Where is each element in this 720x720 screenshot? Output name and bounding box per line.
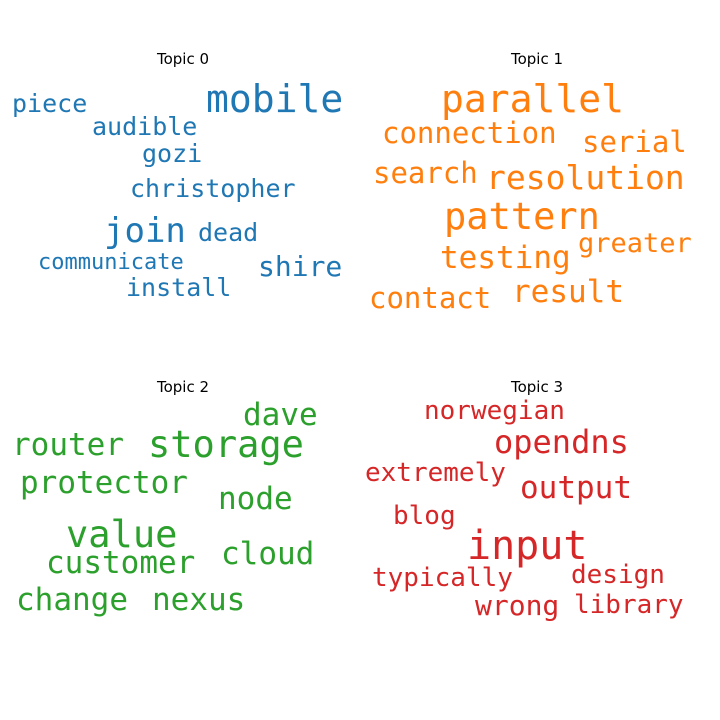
word-pattern: pattern [444, 195, 600, 238]
word-serial: serial [582, 125, 687, 159]
panel-title: Topic 0 [156, 50, 210, 68]
word-extremely: extremely [365, 458, 506, 488]
word-value: value [66, 513, 178, 556]
word-audible: audible [92, 112, 198, 141]
word-join: join [104, 211, 186, 251]
topic-0-panel: Topic 0 piece mobile audible gozi christophe… [8, 44, 358, 374]
word-christopher: christopher [130, 174, 296, 203]
word-communicate: communicate [38, 250, 184, 275]
topic-2-panel: Topic 2 dave router storage protector node va… [8, 372, 358, 702]
word-storage: storage [148, 423, 304, 466]
word-norwegian: norwegian [424, 396, 565, 426]
word-dead: dead [198, 218, 259, 247]
word-search: search [373, 156, 478, 190]
word-wrong: wrong [475, 589, 560, 622]
word-change: change [16, 582, 128, 618]
word-cloud: cloud [221, 536, 315, 572]
word-nexus: nexus [152, 582, 246, 618]
word-node: node [218, 481, 293, 517]
word-dave: dave [243, 397, 318, 433]
word-greater: greater [578, 228, 692, 259]
word-shire: shire [258, 250, 343, 283]
word-resolution: resolution [486, 158, 685, 197]
word-connection: connection [382, 116, 557, 150]
panel-title: Topic 2 [156, 378, 210, 396]
word-library: library [574, 590, 684, 620]
panel-title: Topic 1 [510, 50, 564, 68]
word-install: install [126, 273, 232, 302]
topic-3-panel: Topic 3 norwegian opendns extremely output b… [362, 372, 712, 702]
word-typically: typically [372, 563, 513, 593]
word-blog: blog [393, 501, 456, 531]
word-piece: piece [12, 89, 88, 118]
word-mobile: mobile [206, 77, 344, 121]
word-result: result [512, 274, 624, 310]
word-input: input [467, 523, 588, 569]
word-router: router [12, 427, 124, 463]
topic-1-panel: Topic 1 parallel connection serial search re… [362, 44, 712, 374]
word-contact: contact [369, 281, 492, 315]
word-testing: testing [440, 240, 571, 276]
panel-title: Topic 3 [510, 378, 564, 396]
word-customer: customer [46, 545, 196, 581]
word-opendns: opendns [494, 423, 629, 461]
word-design: design [571, 560, 665, 590]
word-protector: protector [20, 465, 188, 501]
word-parallel: parallel [441, 77, 625, 121]
word-gozi: gozi [142, 139, 203, 168]
word-output: output [520, 470, 632, 506]
